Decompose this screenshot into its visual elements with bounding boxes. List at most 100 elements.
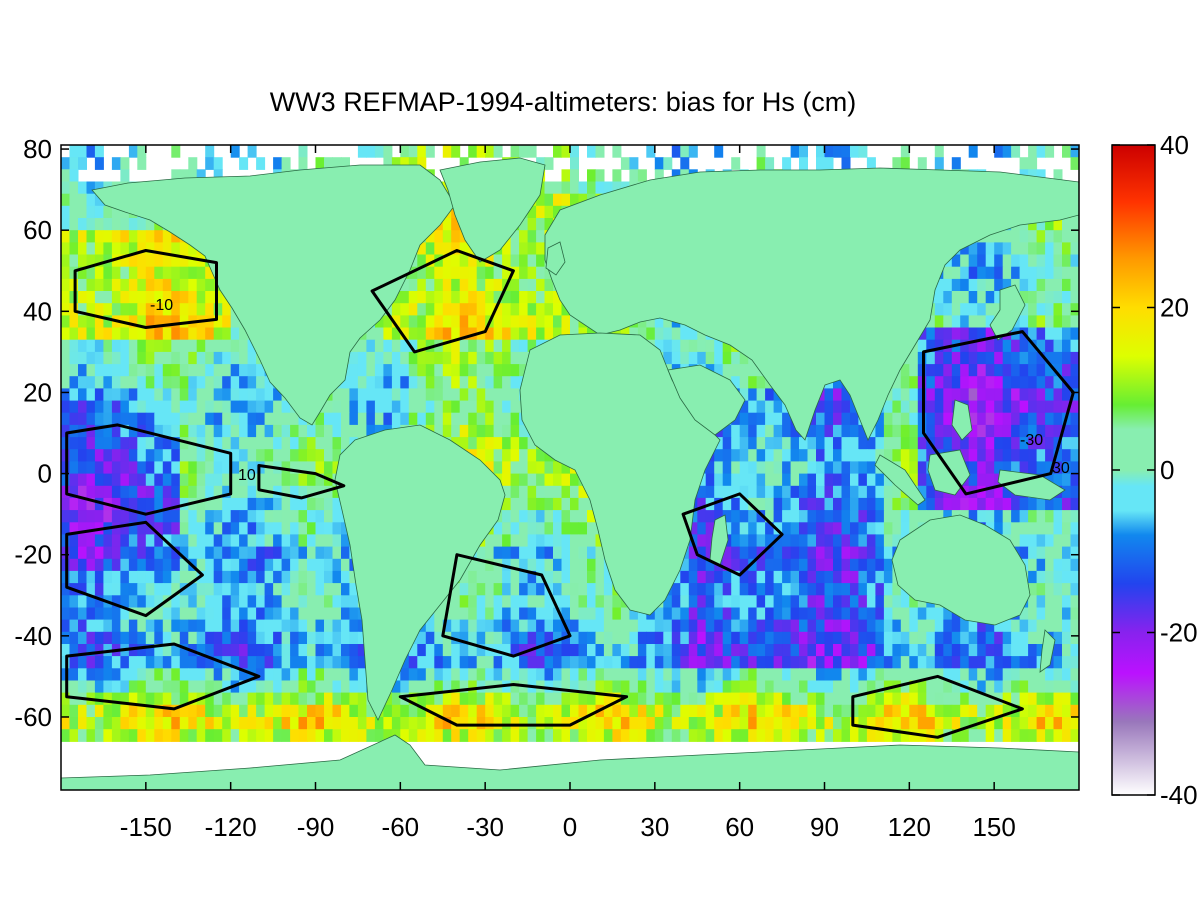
ocean-cell: [111, 473, 121, 487]
ocean-cell: [697, 485, 707, 499]
ocean-cell: [977, 254, 987, 268]
ocean-cell: [1036, 278, 1046, 292]
ocean-cell: [247, 412, 257, 426]
ocean-cell: [1036, 558, 1046, 572]
ocean-cell: [94, 218, 104, 231]
ocean-cell: [977, 291, 987, 304]
ocean-cell: [78, 461, 87, 475]
ocean-cell: [78, 145, 87, 158]
ocean-cell: [527, 205, 537, 219]
ocean-cell: [841, 607, 851, 621]
ocean-cell: [1028, 510, 1038, 523]
ocean-cell: [315, 473, 325, 487]
ocean-cell: [841, 461, 851, 475]
ocean-cell: [985, 364, 995, 377]
ocean-cell: [400, 157, 410, 170]
ocean-cell: [900, 412, 910, 426]
ocean-cell: [332, 583, 342, 596]
ocean-cell: [78, 376, 87, 389]
ocean-cell: [86, 570, 96, 584]
ocean-cell: [205, 291, 215, 304]
ocean-cell: [162, 570, 172, 584]
ocean-cell: [1045, 449, 1055, 462]
ocean-cell: [926, 497, 936, 511]
ocean-cell: [111, 412, 121, 426]
ocean-cell: [739, 619, 749, 633]
ocean-cell: [78, 595, 87, 608]
ocean-cell: [799, 449, 808, 462]
ocean-cell: [128, 485, 138, 499]
ocean-cell: [103, 607, 113, 621]
ocean-cell: [866, 546, 876, 560]
ocean-cell: [1028, 522, 1038, 535]
ocean-cell: [875, 522, 885, 535]
ocean-cell: [519, 364, 529, 377]
ocean-cell: [247, 461, 257, 475]
ocean-cell: [86, 595, 96, 608]
ocean-cell: [188, 327, 198, 341]
ocean-cell: [671, 619, 681, 633]
ocean-cell: [196, 412, 206, 426]
ocean-cell: [527, 656, 537, 669]
ocean-cell: [1062, 291, 1071, 304]
ocean-cell: [120, 668, 130, 681]
ocean-cell: [536, 497, 546, 511]
ocean-cell: [671, 327, 681, 341]
ocean-cell: [561, 473, 571, 487]
ocean-cell: [256, 570, 266, 584]
ocean-cell: [1011, 461, 1021, 475]
ocean-cell: [790, 145, 800, 158]
ocean-cell: [951, 351, 961, 365]
ocean-cell: [485, 266, 495, 280]
ocean-cell: [1002, 437, 1012, 450]
ocean-cell: [307, 631, 316, 645]
ocean-cell: [476, 437, 486, 450]
ocean-cell: [816, 522, 825, 535]
ocean-cell: [459, 619, 469, 633]
ocean-cell: [765, 558, 775, 572]
ocean-cell: [391, 303, 401, 316]
ocean-cell: [120, 169, 130, 182]
ocean-cell: [756, 145, 766, 158]
ocean-cell: [111, 595, 121, 608]
ocean-cell: [188, 534, 198, 548]
ocean-cell: [773, 619, 783, 633]
ocean-cell: [960, 278, 970, 292]
ocean-cell: [230, 595, 240, 608]
ocean-cell: [78, 570, 87, 584]
ocean-cell: [1062, 145, 1071, 158]
ocean-cell: [502, 607, 512, 621]
ocean-cell: [799, 558, 808, 572]
ocean-cell: [731, 449, 741, 462]
ocean-cell: [561, 583, 571, 596]
ocean-cell: [86, 145, 96, 158]
ocean-cell: [943, 424, 953, 438]
ocean-cell: [61, 595, 70, 608]
ocean-cell: [137, 595, 147, 608]
ocean-cell: [816, 497, 825, 511]
ocean-cell: [578, 656, 588, 669]
ocean-cell: [341, 570, 350, 584]
ocean-cell: [841, 388, 851, 402]
ocean-cell: [298, 656, 308, 669]
ocean-cell: [205, 558, 215, 572]
ocean-cell: [103, 570, 113, 584]
ocean-cell: [307, 437, 316, 450]
ocean-cell: [213, 339, 223, 353]
ocean-cell: [816, 607, 825, 621]
ocean-cell: [968, 461, 978, 475]
ocean-cell: [883, 437, 893, 450]
ocean-cell: [94, 254, 104, 268]
ocean-cell: [663, 656, 673, 669]
ocean-cell: [188, 595, 198, 608]
ocean-cell: [544, 205, 554, 219]
ocean-cell: [61, 303, 70, 316]
ocean-cell: [442, 656, 452, 669]
ocean-cell: [94, 570, 104, 584]
ocean-cell: [748, 644, 758, 657]
ocean-cell: [264, 619, 274, 633]
ocean-cell: [544, 218, 554, 231]
ocean-cell: [697, 327, 707, 341]
ocean-cell: [519, 230, 529, 243]
ocean-cell: [425, 242, 435, 256]
